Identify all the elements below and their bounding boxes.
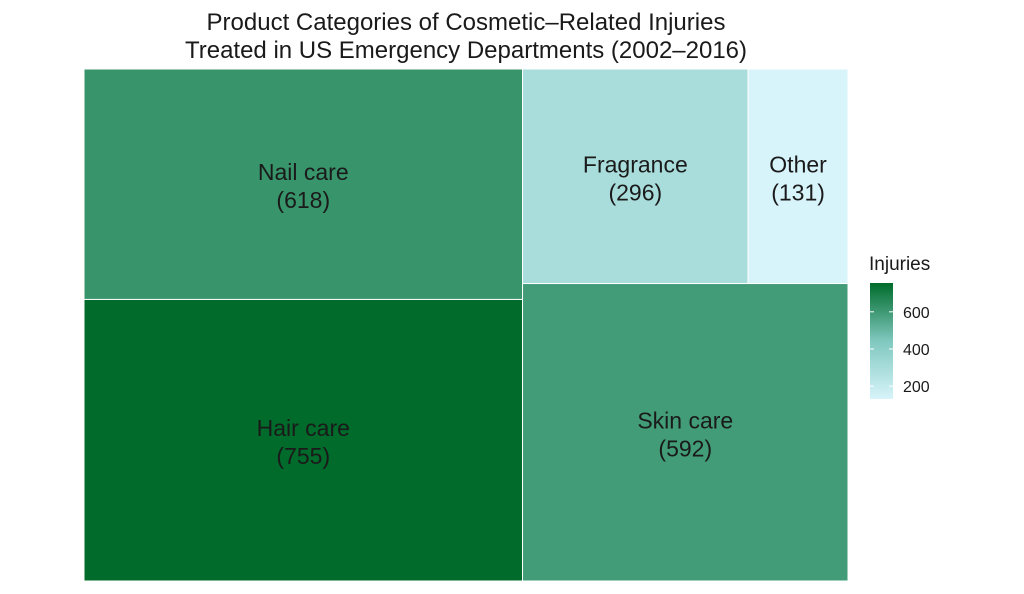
tile-label-other: Other [769, 151, 827, 177]
legend-title: Injuries [869, 254, 930, 275]
tile-label-hair-care: Hair care [257, 415, 350, 441]
tile-rect-skin-care [522, 283, 849, 582]
tile-rect-fragrance [522, 68, 749, 285]
treemap-tiles: Nail care(618)Hair care(755)Fragrance(29… [83, 68, 849, 582]
tile-other: Other(131) [747, 68, 849, 285]
tile-hair-care: Hair care(755) [83, 298, 524, 582]
chart-title-line-2: Treated in US Emergency Departments (200… [185, 37, 747, 64]
legend-colorbar [870, 283, 893, 399]
legend-tick-label: 600 [903, 305, 930, 322]
legend-tick-label: 400 [903, 342, 930, 359]
chart-title-line-1: Product Categories of Cosmetic–Related I… [207, 9, 726, 36]
tile-value-fragrance: (296) [608, 179, 662, 205]
tile-value-other: (131) [771, 179, 825, 205]
color-legend: Injuries 200 400 600 [869, 254, 930, 399]
tile-value-hair-care: (755) [276, 443, 330, 469]
chart-title: Product Categories of Cosmetic–Related I… [185, 9, 747, 64]
tile-nail-care: Nail care(618) [83, 68, 524, 300]
tile-rect-hair-care [83, 298, 524, 582]
tile-fragrance: Fragrance(296) [522, 68, 749, 285]
tile-label-nail-care: Nail care [258, 159, 349, 185]
legend-tick-label: 200 [903, 379, 930, 396]
tile-label-fragrance: Fragrance [583, 151, 688, 177]
tile-value-skin-care: (592) [658, 435, 712, 461]
tile-rect-other [747, 68, 849, 285]
tile-rect-nail-care [83, 68, 524, 300]
tile-skin-care: Skin care(592) [522, 283, 849, 582]
tile-value-nail-care: (618) [276, 187, 330, 213]
tile-label-skin-care: Skin care [637, 407, 733, 433]
